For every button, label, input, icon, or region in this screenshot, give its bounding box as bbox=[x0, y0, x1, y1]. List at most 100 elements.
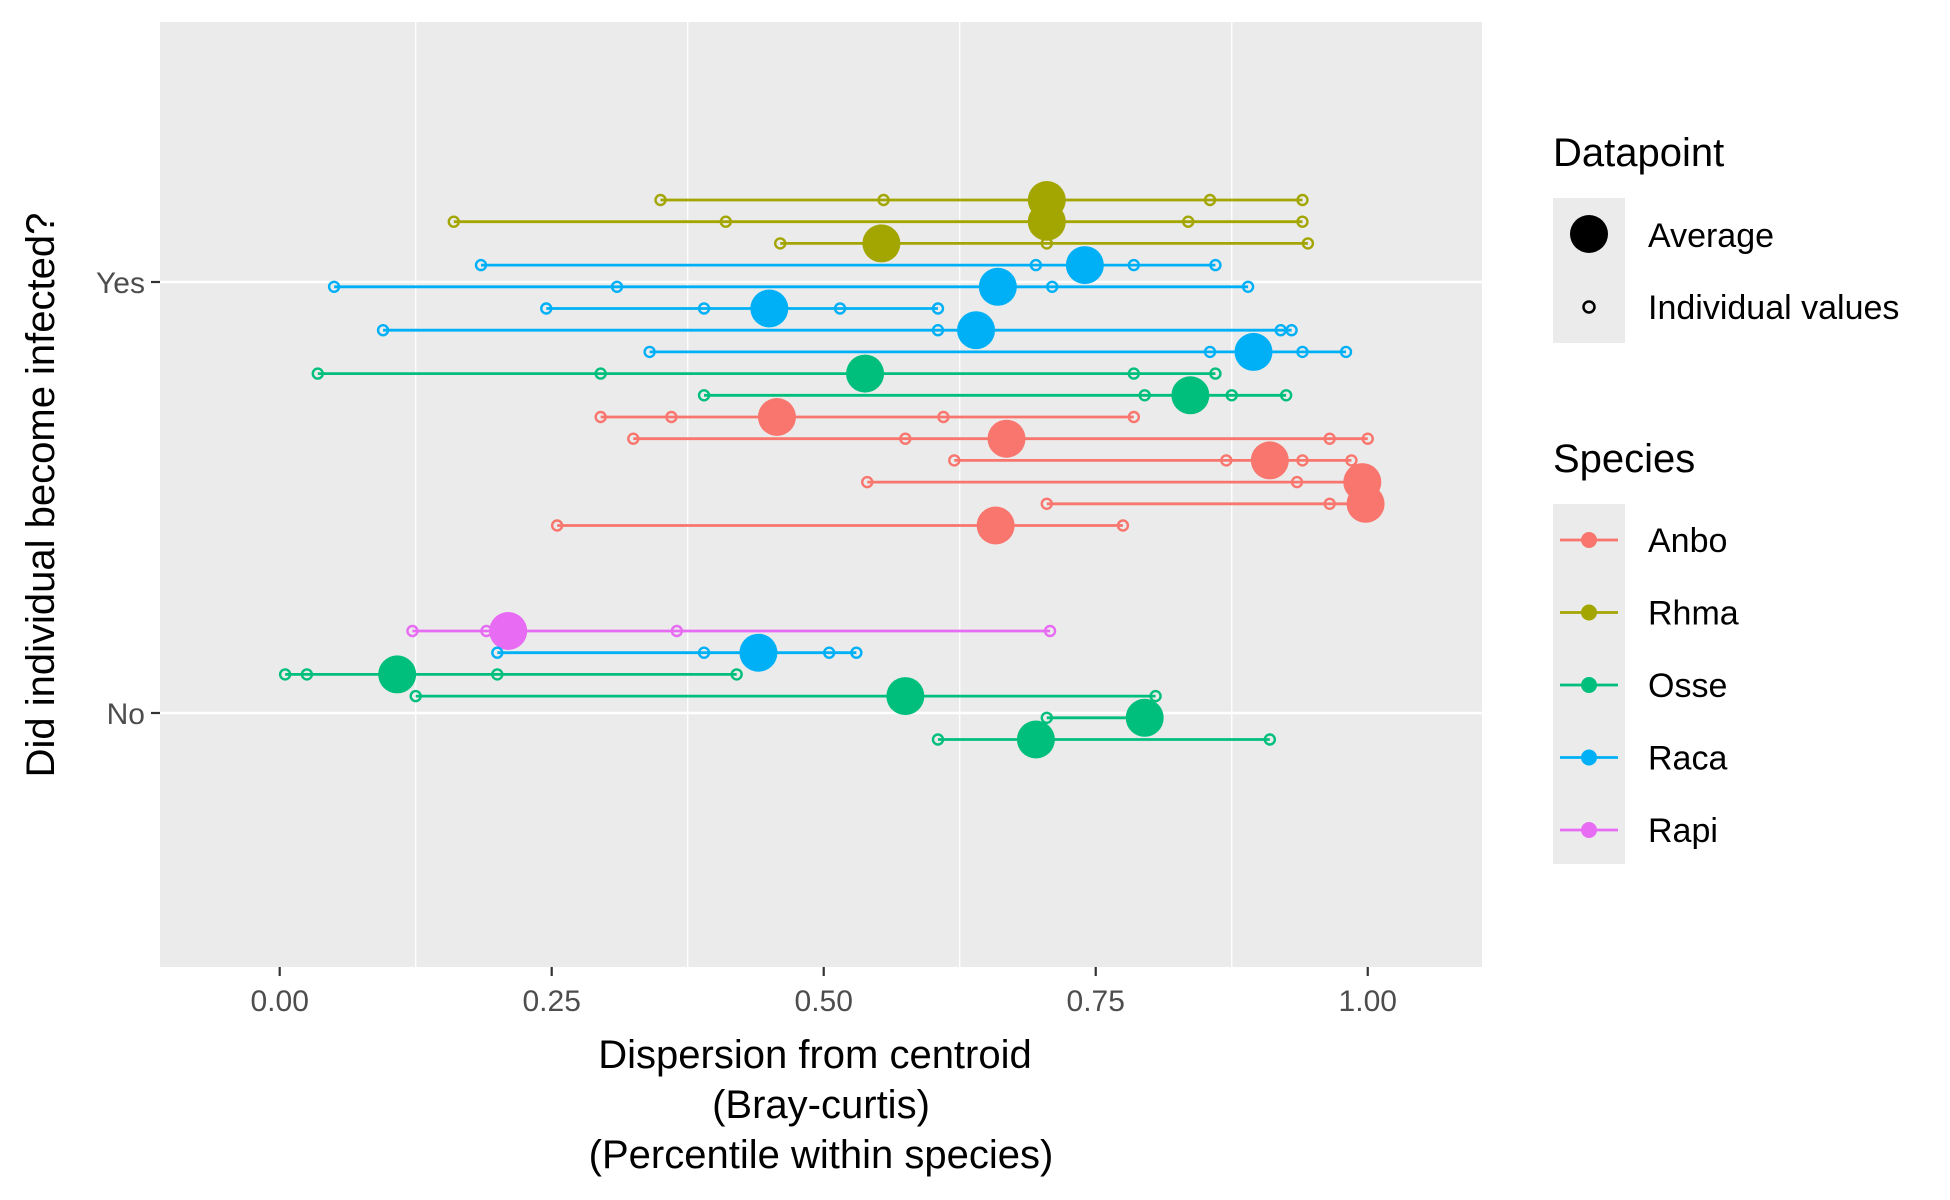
average-point bbox=[739, 633, 778, 672]
individual-value-point bbox=[1182, 215, 1195, 228]
individual-value-point bbox=[327, 280, 341, 293]
individual-value-point bbox=[937, 410, 950, 424]
legend-label-species: Anbo bbox=[1648, 522, 1727, 560]
individual-value-point bbox=[643, 345, 656, 359]
x-axis-label-line1: Dispersion from centroid bbox=[598, 1033, 1032, 1077]
individual-value-point bbox=[311, 367, 324, 380]
average-point bbox=[978, 267, 1017, 306]
individual-value-point bbox=[1127, 410, 1141, 424]
average-point bbox=[987, 419, 1026, 458]
individual-value-point bbox=[1296, 193, 1309, 207]
individual-value-point bbox=[1225, 389, 1238, 402]
average-point bbox=[757, 398, 796, 436]
x-axis-label-line2: (Bray-curtis) bbox=[712, 1083, 930, 1127]
individual-value-point bbox=[1361, 432, 1374, 445]
individual-value-point bbox=[1323, 497, 1336, 510]
individual-value-point bbox=[931, 733, 945, 746]
legend-key-point bbox=[1581, 749, 1597, 766]
individual-value-point bbox=[540, 302, 553, 315]
individual-value-point bbox=[719, 215, 732, 228]
individual-value-point bbox=[850, 646, 863, 659]
average-point bbox=[1250, 441, 1289, 480]
legend-key-individual bbox=[1582, 300, 1596, 314]
individual-value-point bbox=[931, 302, 945, 315]
average-point bbox=[1346, 484, 1385, 523]
individual-value-point bbox=[1029, 258, 1043, 272]
individual-value-point bbox=[278, 668, 292, 681]
individual-value-point bbox=[1323, 432, 1336, 445]
x-tick-label: 0.25 bbox=[523, 985, 581, 1018]
individual-value-point bbox=[877, 193, 890, 207]
average-point bbox=[750, 289, 789, 328]
x-tick-label: 0.75 bbox=[1067, 985, 1125, 1018]
legend-title-species: Species bbox=[1553, 437, 1695, 481]
individual-value-point bbox=[1046, 280, 1059, 293]
x-tick-label: 1.00 bbox=[1339, 985, 1397, 1018]
individual-value-point bbox=[594, 367, 607, 380]
legend-title-datapoint: Datapoint bbox=[1553, 131, 1724, 175]
individual-value-point bbox=[861, 475, 874, 489]
individual-value-point bbox=[1296, 215, 1309, 228]
x-axis-label-line3: (Percentile within species) bbox=[589, 1133, 1054, 1177]
average-point bbox=[846, 354, 885, 393]
individual-value-point bbox=[1127, 367, 1141, 380]
individual-value-point bbox=[899, 432, 912, 445]
legend-key-point bbox=[1581, 822, 1597, 838]
individual-value-point bbox=[1279, 389, 1293, 402]
average-point bbox=[378, 655, 417, 694]
individual-value-point bbox=[1339, 345, 1353, 359]
x-tick-label: 0.50 bbox=[795, 985, 853, 1018]
legend: Datapoint Average Individual values Spec… bbox=[1553, 131, 1899, 864]
individual-value-point bbox=[1040, 711, 1053, 724]
individual-value-point bbox=[730, 668, 743, 681]
individual-value-point bbox=[1209, 367, 1222, 380]
average-point bbox=[1027, 202, 1066, 241]
individual-value-point bbox=[1043, 624, 1057, 638]
individual-value-point bbox=[931, 324, 945, 337]
individual-value-point bbox=[1138, 389, 1151, 402]
legend-key-point bbox=[1581, 604, 1597, 621]
individual-value-point bbox=[697, 302, 711, 315]
legend-key-point bbox=[1581, 532, 1597, 548]
individual-value-point bbox=[300, 668, 314, 681]
legend-label-individual: Individual values bbox=[1648, 289, 1899, 327]
series-group bbox=[278, 181, 1385, 759]
axes: 0.00 0.25 0.50 0.75 1.00 No Yes bbox=[96, 267, 1397, 1018]
individual-value-point bbox=[1345, 454, 1358, 467]
individual-value-point bbox=[665, 410, 678, 424]
y-tick-label: No bbox=[107, 698, 145, 731]
individual-value-point bbox=[670, 624, 684, 638]
grid bbox=[160, 22, 1482, 967]
species-keys: Anbo Rhma Osse Raca Rapi bbox=[1560, 522, 1739, 850]
legend-label-average: Average bbox=[1648, 217, 1774, 255]
average-point bbox=[976, 506, 1015, 545]
legend-key-point bbox=[1581, 677, 1597, 693]
average-point bbox=[886, 677, 925, 716]
individual-value-point bbox=[1263, 733, 1277, 746]
average-point bbox=[862, 224, 901, 263]
individual-value-point bbox=[491, 668, 504, 681]
individual-value-point bbox=[1220, 454, 1233, 467]
individual-value-point bbox=[833, 302, 847, 315]
individual-value-point bbox=[1301, 237, 1315, 250]
individual-value-point bbox=[1040, 497, 1053, 510]
individual-value-point bbox=[1241, 280, 1255, 293]
individual-value-point bbox=[376, 324, 390, 337]
average-point bbox=[1016, 720, 1055, 759]
y-axis-label: Did individual become infected? bbox=[19, 213, 63, 778]
individual-value-point bbox=[1127, 258, 1141, 272]
individual-value-point bbox=[491, 646, 504, 659]
legend-key-average bbox=[1570, 215, 1608, 253]
individual-value-point bbox=[697, 646, 711, 659]
average-point bbox=[1125, 698, 1164, 737]
legend-label-species: Osse bbox=[1648, 667, 1727, 705]
individual-value-point bbox=[1203, 345, 1217, 359]
individual-value-point bbox=[594, 410, 607, 424]
individual-value-point bbox=[1203, 193, 1217, 207]
plot-panel bbox=[160, 22, 1482, 967]
y-tick-label: Yes bbox=[96, 267, 145, 300]
legend-label-species: Raca bbox=[1648, 740, 1727, 778]
individual-value-point bbox=[1116, 519, 1130, 532]
individual-value-point bbox=[1296, 454, 1309, 467]
average-point bbox=[489, 612, 528, 650]
